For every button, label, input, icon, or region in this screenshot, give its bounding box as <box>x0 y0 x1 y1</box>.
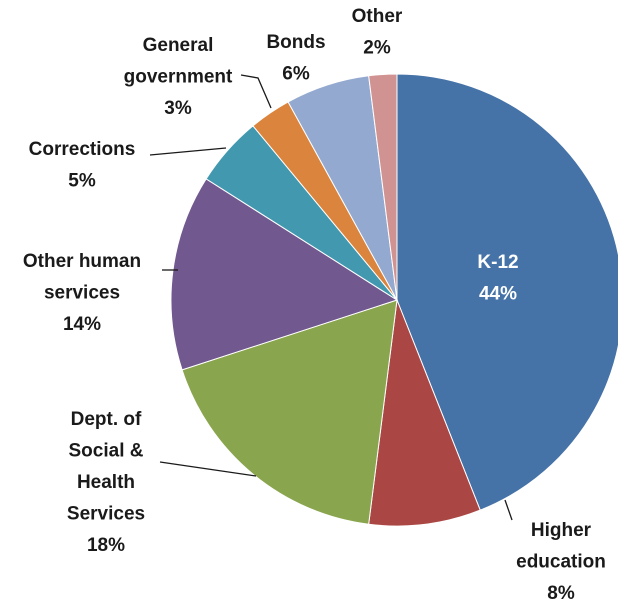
slice-label-line: Corrections <box>29 139 136 160</box>
slice-label-line: K-12 <box>477 252 518 273</box>
slice-label-line: Services <box>67 504 145 525</box>
slice-percent: 2% <box>363 38 391 59</box>
slice-label-line: Other human <box>23 251 141 272</box>
pie-slice-other <box>368 73 398 301</box>
slice-label-line: Health <box>77 472 135 493</box>
slice-label-line: education <box>516 552 606 573</box>
slice-labels: K-12 44% Higher education 8% Dept. of Social &… <box>23 6 606 604</box>
slice-percent: 18% <box>87 535 125 556</box>
slice-label-line: General <box>143 35 214 56</box>
slice-label-k-12: K-12 44% <box>477 252 518 305</box>
slice-label-other: Other 2% <box>352 6 403 59</box>
slice-label-line: government <box>124 67 233 88</box>
slice-percent: 3% <box>164 98 192 119</box>
pie-slice-other-human-services <box>170 178 399 371</box>
leader-line-higher-education <box>504 499 513 521</box>
slice-label-line: services <box>44 283 120 304</box>
slice-label-general-government: General government 3% <box>124 35 233 119</box>
slice-label-other-human-services: Other human services 14% <box>23 251 141 335</box>
leader-line-dept-of-social-health-services <box>159 461 257 477</box>
slice-label-dept-of-social-health-services: Dept. of Social & Health Services 18% <box>67 409 145 556</box>
slice-label-line: Dept. of <box>71 409 142 430</box>
slice-percent: 44% <box>479 284 517 305</box>
slice-label-bonds: Bonds 6% <box>266 32 325 85</box>
slice-label-higher-education: Higher education 8% <box>516 520 606 604</box>
slice-label-line: Bonds <box>266 32 325 53</box>
slice-label-line: Social & <box>69 441 144 462</box>
leader-line-corrections <box>149 147 227 156</box>
pie-slice-higher-education <box>368 299 481 527</box>
slice-label-line: Other <box>352 6 403 27</box>
pie-slices <box>170 73 618 527</box>
slice-percent: 5% <box>68 171 96 192</box>
pie-slice-dept-of-social-health-services <box>181 299 398 525</box>
pie-slice-k-12 <box>396 73 618 511</box>
leader-lines <box>149 74 513 521</box>
slice-percent: 8% <box>547 583 575 604</box>
slice-percent: 6% <box>282 64 310 85</box>
slice-label-line: Higher <box>531 520 592 541</box>
slice-label-corrections: Corrections 5% <box>29 139 136 192</box>
leader-line-general-government <box>240 74 272 109</box>
slice-percent: 14% <box>63 314 101 335</box>
